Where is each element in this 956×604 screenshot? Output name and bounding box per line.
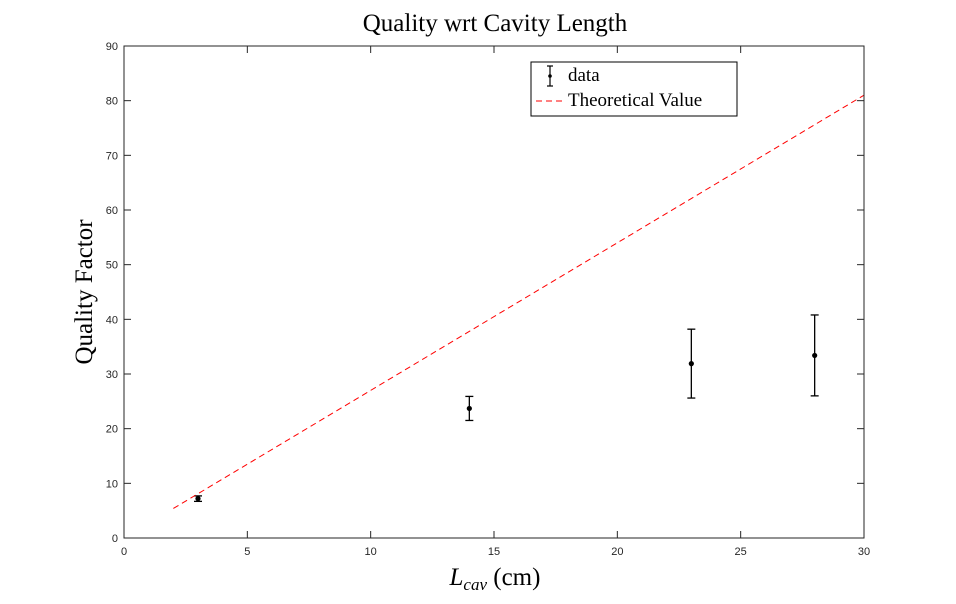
series-layer <box>173 94 865 509</box>
legend-box <box>530 61 738 117</box>
legend-label-data: data <box>568 65 600 86</box>
data-marker <box>195 496 201 502</box>
y-axis-label: Quality Factor <box>71 219 98 365</box>
x-tick-label: 10 <box>365 546 377 558</box>
x-tick-label: 15 <box>488 546 500 558</box>
data-point <box>194 495 202 503</box>
y-tick-label: 50 <box>106 260 118 272</box>
y-tick-label: 60 <box>106 205 118 217</box>
x-axis-label-main: L <box>449 564 464 591</box>
x-axis-label-unit: (cm) <box>487 564 540 591</box>
theoretical-value-line <box>173 94 865 509</box>
x-tick-label: 0 <box>121 546 127 558</box>
x-tick-labels: 0 5 10 15 20 25 30 <box>121 546 870 558</box>
plot-area <box>124 46 864 538</box>
data-marker <box>812 352 818 359</box>
y-tick-label: 30 <box>106 369 118 381</box>
y-tick-label: 90 <box>106 41 118 53</box>
x-tick-label: 5 <box>244 546 250 558</box>
x-tick-label: 25 <box>735 546 747 558</box>
y-tick-label: 80 <box>106 96 118 108</box>
x-tick-label: 20 <box>611 546 623 558</box>
data-point <box>810 314 819 397</box>
legend-label-theoretical: Theoretical Value <box>568 90 702 111</box>
chart-title: Quality wrt Cavity Length <box>363 10 628 37</box>
data-point <box>465 395 474 422</box>
x-axis-label: Lcav (cm) <box>449 564 541 594</box>
y-tick-labels: 0 10 20 30 40 50 60 70 80 90 <box>106 41 118 545</box>
data-marker <box>688 361 694 367</box>
x-tick-label: 30 <box>858 546 870 558</box>
y-tick-label: 0 <box>112 533 118 545</box>
legend-data-marker <box>547 65 553 87</box>
x-axis-label-sub: cav <box>463 575 487 594</box>
y-tick-label: 10 <box>106 478 118 490</box>
y-tick-label: 40 <box>106 314 118 326</box>
y-tick-label: 70 <box>106 150 118 162</box>
legend: data Theoretical Value <box>530 61 738 117</box>
y-tick-label: 20 <box>106 424 118 436</box>
data-point <box>687 328 696 399</box>
plot-frame <box>123 45 865 539</box>
data-marker <box>466 405 472 412</box>
